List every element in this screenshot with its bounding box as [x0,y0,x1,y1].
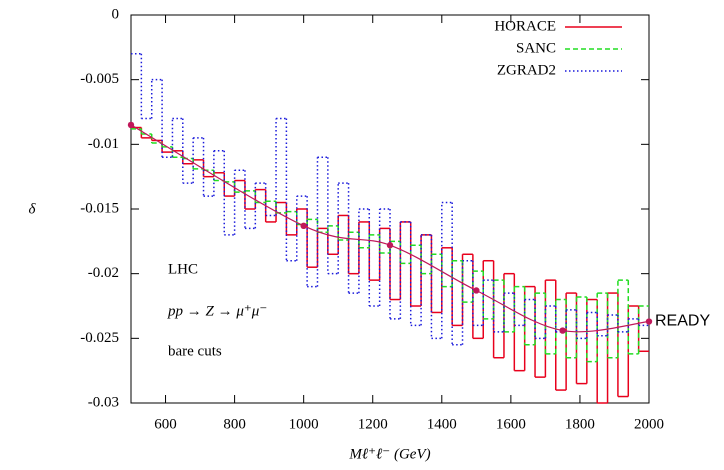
curve-label: READY [655,313,710,330]
y-tick-label: 0 [112,6,120,22]
x-tick-label: 1800 [565,416,595,432]
y-axis-label: δ [29,201,37,217]
x-tick-label: 1600 [496,416,526,432]
y-tick-label: -0.005 [80,71,119,87]
y-tick-label: -0.02 [88,265,119,281]
x-tick-label: 800 [223,416,246,432]
y-tick-label: -0.01 [88,136,119,152]
y-tick-label: -0.015 [80,200,119,216]
legend-label: ZGRAD2 [497,62,556,78]
x-tick-label: 2000 [634,416,664,432]
curve-point [559,327,566,334]
x-tick-label: 1200 [358,416,388,432]
curve-point [386,242,394,249]
curve-point [645,318,653,325]
x-tick-label: 1400 [427,416,457,432]
curve-point [473,287,480,294]
annotation: pp → Z → μ⁺μ⁻ [167,303,267,319]
curve-point [127,121,135,129]
legend-label: HORACE [494,18,556,34]
y-tick-label: -0.03 [88,394,119,410]
legend-label: SANC [516,40,556,56]
x-tick-label: 1000 [289,416,319,432]
annotation: bare cuts [168,343,222,359]
y-tick-label: -0.025 [80,330,119,346]
x-tick-label: 600 [154,416,177,432]
annotation: LHC [168,261,198,277]
curve-point [300,222,307,230]
x-axis-label: Mℓ⁺ℓ⁻ (GeV) [348,446,430,462]
